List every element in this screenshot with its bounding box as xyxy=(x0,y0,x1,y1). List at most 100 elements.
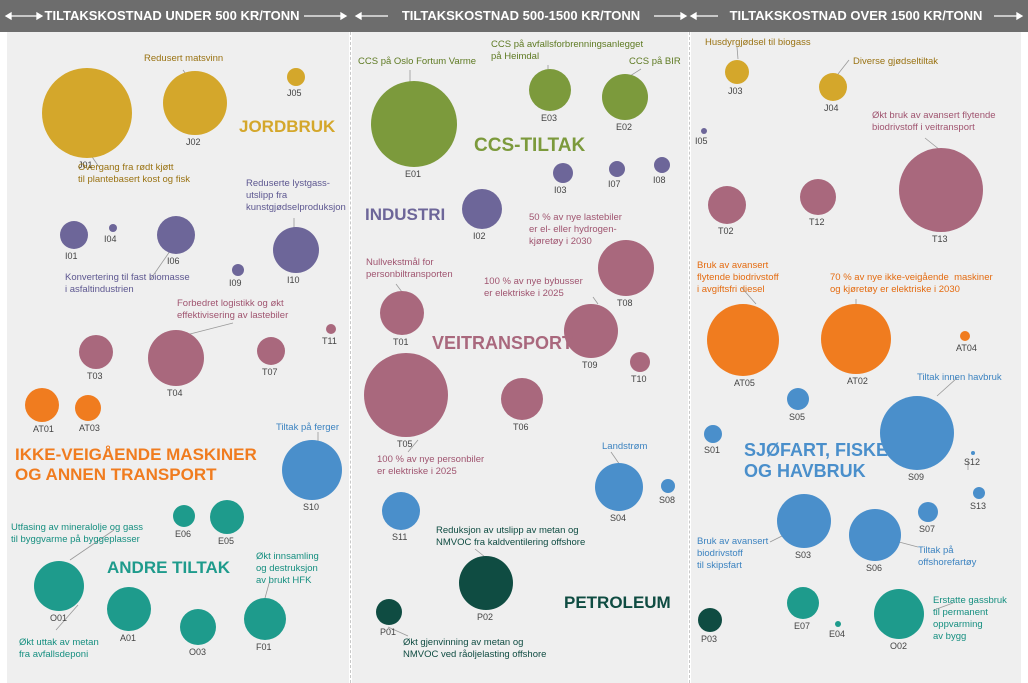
bubble-s11 xyxy=(382,492,420,530)
sector-title-veitransport: VEITRANSPORT xyxy=(432,333,574,353)
bubble-code-i10: I10 xyxy=(287,275,300,285)
bubble-code-s09: S09 xyxy=(908,472,925,482)
bubble-code-t09: T09 xyxy=(582,360,598,370)
bubble-code-s08: S08 xyxy=(659,495,676,505)
bubble-code-i05: I05 xyxy=(695,136,708,146)
measure-label-e02: CCS på BIR xyxy=(629,56,681,67)
bubble-e07 xyxy=(787,587,819,619)
header-bar xyxy=(0,0,1028,32)
bubble-t02 xyxy=(708,186,746,224)
bubble-code-e07: E07 xyxy=(794,621,811,631)
bubble-o02 xyxy=(874,589,924,639)
bubble-code-j03: J03 xyxy=(728,86,743,96)
bubble-code-e01: E01 xyxy=(405,169,422,179)
bubble-code-j01: J01 xyxy=(78,160,93,170)
bubble-code-at04: AT04 xyxy=(956,343,977,353)
bubble-code-i06: I06 xyxy=(167,256,180,266)
measure-label-i10: Reduserte lystgass- utslipp fra kunstgjø… xyxy=(246,178,346,213)
measure-label-t09: 100 % av nye bybusser er elektriske i 20… xyxy=(484,276,583,299)
bubble-s08 xyxy=(661,479,675,493)
header-cost-over-1500: TILTAKSKOSTNAD OVER 1500 KR/TONN xyxy=(729,8,983,23)
measure-label-s06: Tiltak på offshorefartøy xyxy=(918,545,977,568)
bubble-t09 xyxy=(564,304,618,358)
bubble-code-i02: I02 xyxy=(473,231,486,241)
bubble-s04 xyxy=(595,463,643,511)
bubble-at03 xyxy=(75,395,101,421)
bubble-code-i04: I04 xyxy=(104,234,117,244)
measure-label-i06: Konvertering til fast biomasse i asfalti… xyxy=(65,272,190,295)
bubble-code-p02: P02 xyxy=(477,612,494,622)
measure-label-t13: Økt bruk av avansert flytende biodrivsto… xyxy=(872,110,996,133)
sector-title-andre: ANDRE TILTAK xyxy=(107,558,231,577)
bubble-code-t01: T01 xyxy=(393,337,409,347)
header-cost-under-500: TILTAKSKOSTNAD UNDER 500 KR/TONN xyxy=(44,8,300,23)
measure-label-f01: Økt innsamling og destruksjon av brukt H… xyxy=(256,551,319,586)
bubble-code-i01: I01 xyxy=(65,251,78,261)
bubble-code-at03: AT03 xyxy=(79,423,100,433)
bubble-i02 xyxy=(462,189,502,229)
bubble-code-t03: T03 xyxy=(87,371,103,381)
measure-label-s04: Landstrøm xyxy=(602,441,648,452)
measure-label-t08: 50 % av nye lastebiler er el- eller hydr… xyxy=(529,212,622,247)
bubble-s06 xyxy=(849,509,901,561)
bubble-e04 xyxy=(835,621,841,627)
bubble-e03 xyxy=(529,69,571,111)
bubble-code-e03: E03 xyxy=(541,113,558,123)
bubble-e02 xyxy=(602,74,648,120)
bubble-code-t12: T12 xyxy=(809,217,825,227)
bubble-s13 xyxy=(973,487,985,499)
bubble-code-i09: I09 xyxy=(229,278,242,288)
bubble-i04 xyxy=(109,224,117,232)
bubble-code-s11: S11 xyxy=(392,532,408,542)
measure-label-e01: CCS på Oslo Fortum Varme xyxy=(358,56,477,67)
bubble-code-at01: AT01 xyxy=(33,424,54,434)
measure-label-at02: 70 % av nye ikke-veigående maskiner og k… xyxy=(830,272,993,295)
bubble-s03 xyxy=(777,494,831,548)
measure-label-t01: Nullvekstmål for personbiltransporten xyxy=(366,257,453,280)
measure-label-p02: Reduksjon av utslipp av metan og NMVOC f… xyxy=(436,525,586,548)
measure-label-e03: CCS på avfallsforbrenningsanlegget på He… xyxy=(491,39,644,62)
bubble-f01 xyxy=(244,598,286,640)
bubble-t07 xyxy=(257,337,285,365)
bubble-o03 xyxy=(180,609,216,645)
bubble-code-s13: S13 xyxy=(970,501,987,511)
measure-label-t05: 100 % av nye personbiler er elektriske i… xyxy=(377,454,485,477)
bubble-s09 xyxy=(880,396,954,470)
bubble-e05 xyxy=(210,500,244,534)
measure-label-a01: Økt uttak av metan fra avfallsdeponi xyxy=(19,637,99,660)
bubble-code-e02: E02 xyxy=(616,122,633,132)
bubble-code-t11: T11 xyxy=(322,336,337,346)
measure-label-s03: Bruk av avansert biodrivstoff til skipsf… xyxy=(697,536,769,571)
bubble-code-f01: F01 xyxy=(256,642,272,652)
measure-label-p01: Økt gjenvinning av metan og NMVOC ved rå… xyxy=(403,637,547,660)
bubble-code-t07: T07 xyxy=(262,367,278,377)
bubble-t03 xyxy=(79,335,113,369)
bubble-code-i08: I08 xyxy=(653,175,666,185)
sector-title-industri: INDUSTRI xyxy=(365,205,446,224)
bubble-code-j05: J05 xyxy=(287,88,302,98)
column-divider xyxy=(350,32,351,683)
measure-label-j04: Diverse gjødseltiltak xyxy=(853,56,938,67)
bubble-code-p03: P03 xyxy=(701,634,718,644)
bubble-code-e05: E05 xyxy=(218,536,235,546)
bubble-j01 xyxy=(42,68,132,158)
bubble-code-s10: S10 xyxy=(303,502,320,512)
bubble-i05 xyxy=(701,128,707,134)
bubble-e01 xyxy=(371,81,457,167)
bubble-e06 xyxy=(173,505,195,527)
bubble-a01 xyxy=(107,587,151,631)
bubble-t06 xyxy=(501,378,543,420)
bubble-code-p01: P01 xyxy=(380,627,397,637)
sector-title-sjofart: SJØFART, FISKE OG HAVBRUK xyxy=(744,440,889,481)
bubble-code-t05: T05 xyxy=(397,439,413,449)
measure-label-o01: Utfasing av mineralolje og gass til bygg… xyxy=(11,522,144,545)
bubble-o01 xyxy=(34,561,84,611)
bubble-i06 xyxy=(157,216,195,254)
measure-label-j03: Husdyrgjødsel til biogass xyxy=(705,37,811,48)
bubble-code-s01: S01 xyxy=(704,445,721,455)
sector-title-jordbruk: JORDBRUK xyxy=(239,117,336,136)
bubble-at04 xyxy=(960,331,970,341)
bubble-p01 xyxy=(376,599,402,625)
